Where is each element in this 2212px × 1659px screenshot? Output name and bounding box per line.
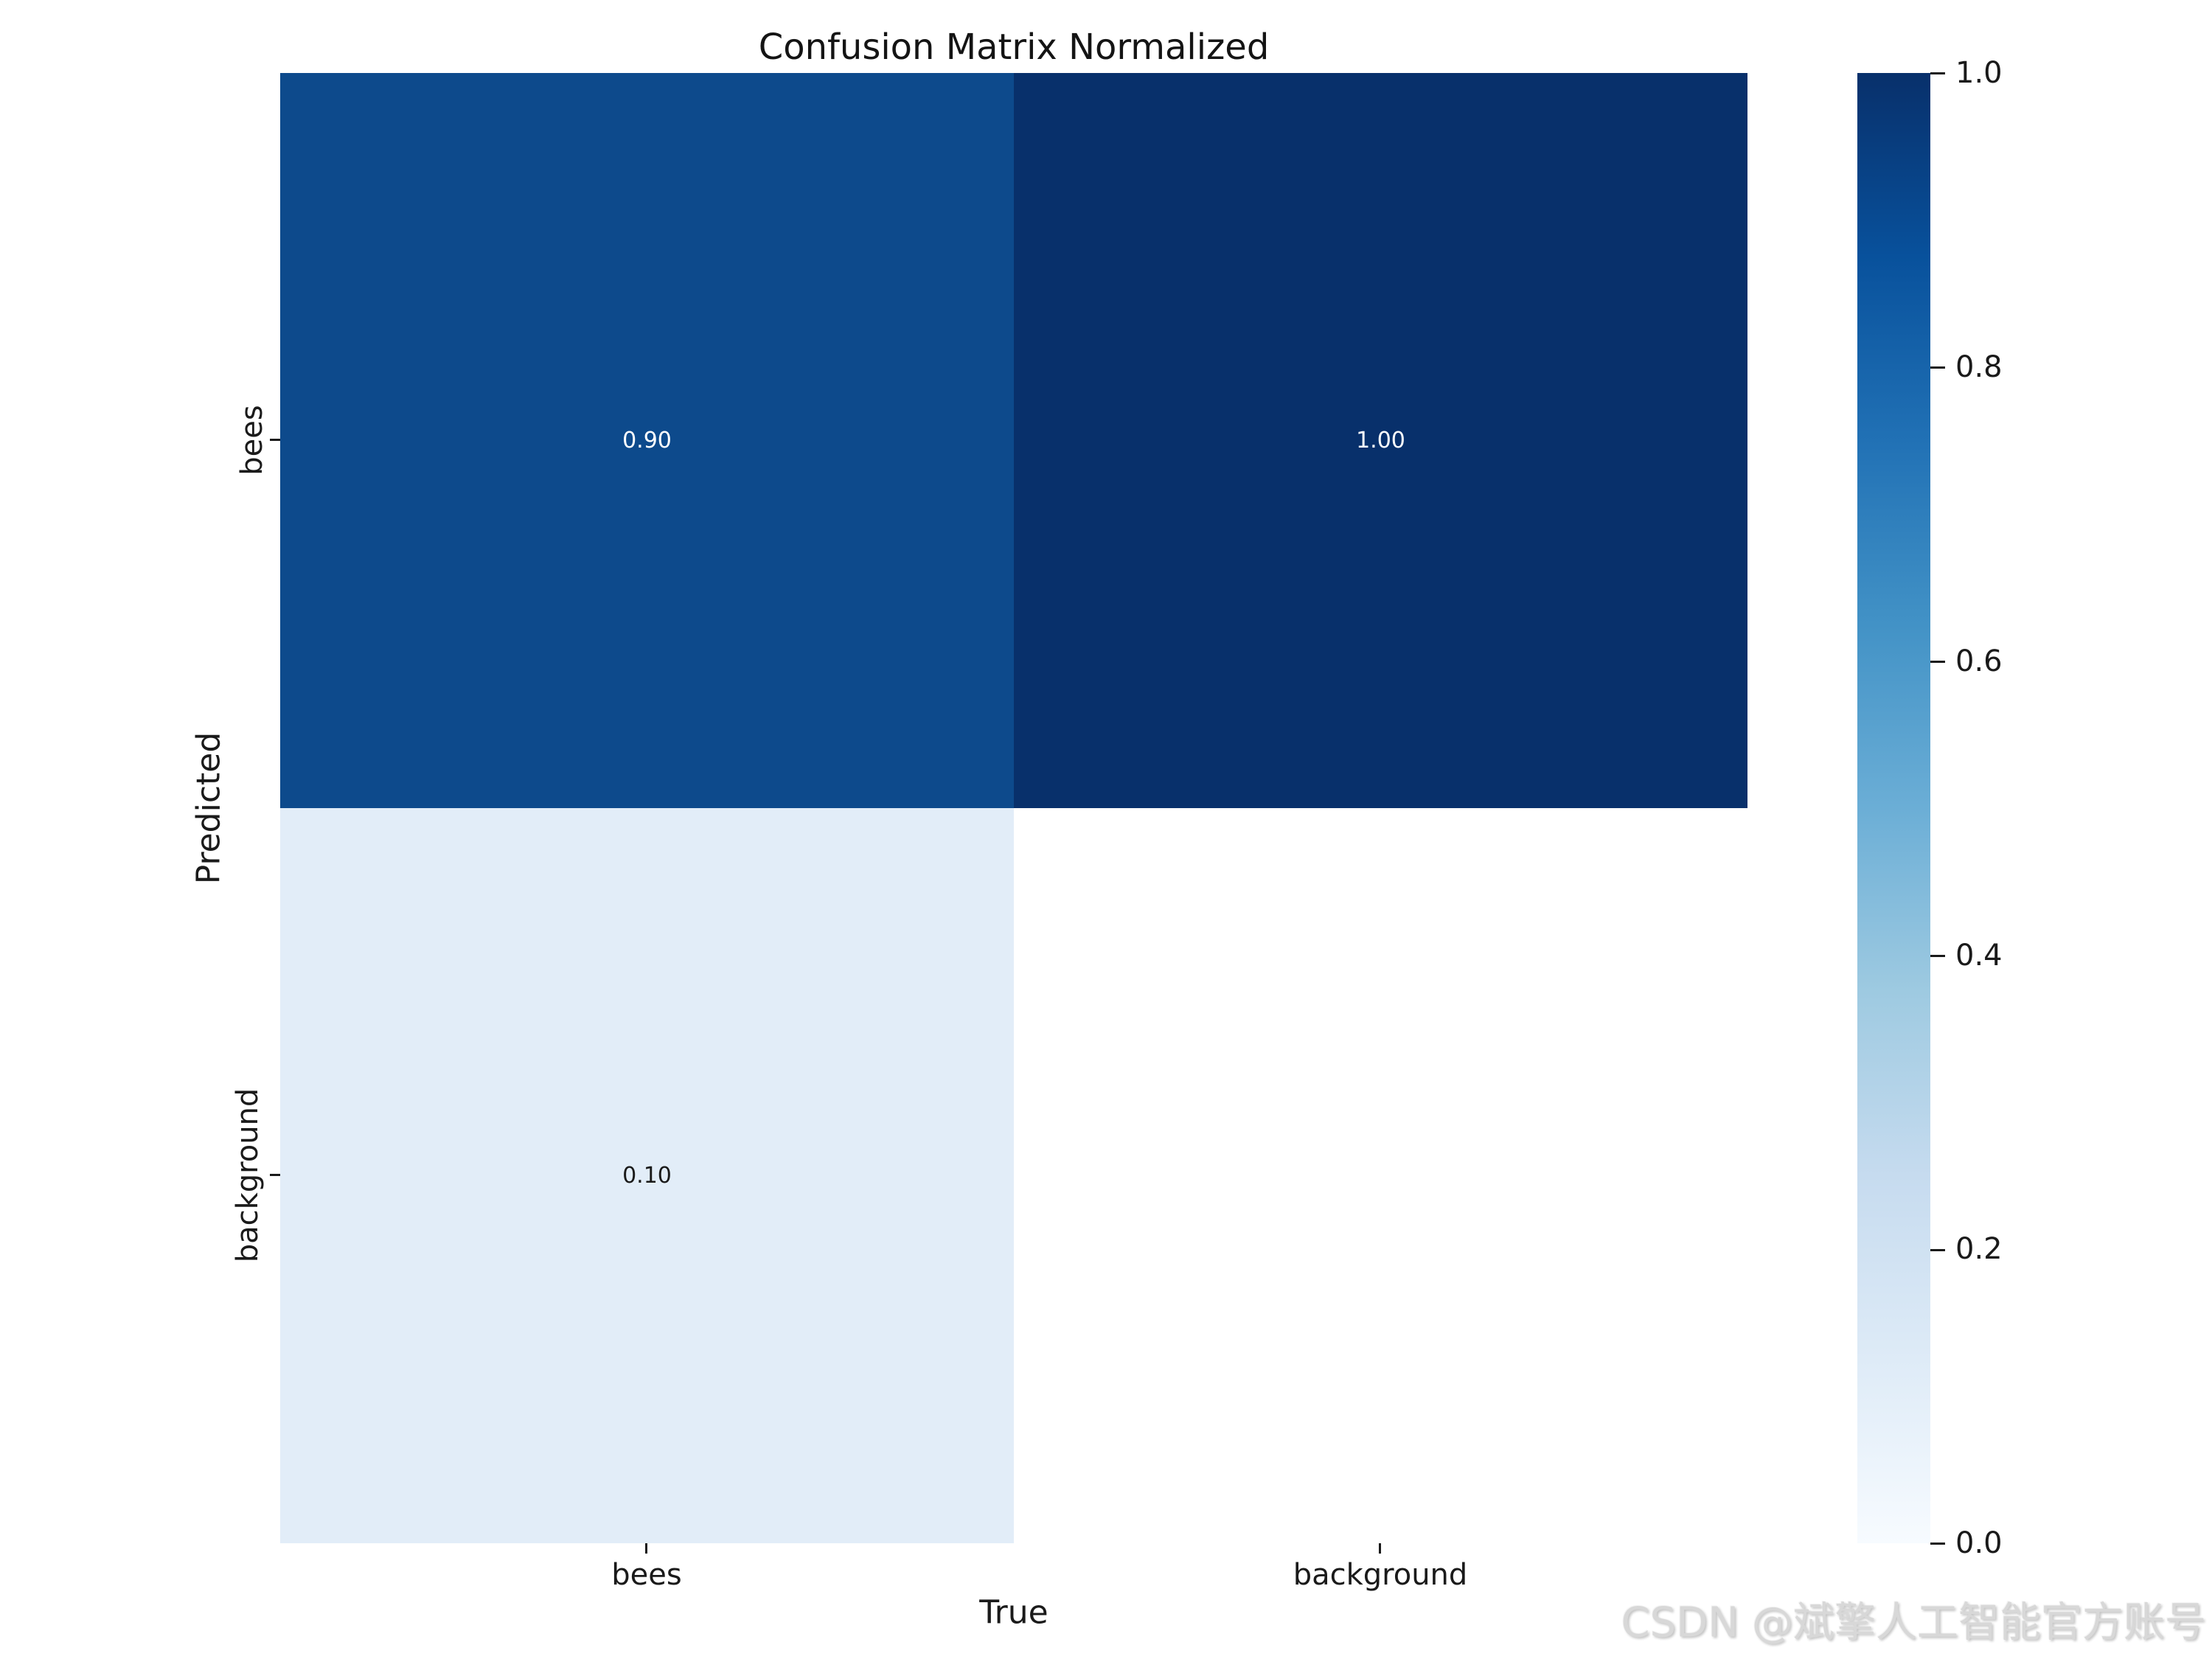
heatmap-cell-background-background xyxy=(1014,808,1747,1543)
colorbar xyxy=(1857,73,1930,1543)
colorbar-tick-mark xyxy=(1930,660,1945,663)
colorbar-tick-mark xyxy=(1930,72,1945,74)
x-tick-mark xyxy=(1379,1543,1381,1554)
heatmap-cell-background-bees: 0.10 xyxy=(280,808,1014,1543)
cell-value-label: 0.90 xyxy=(622,428,672,453)
cell-value-label: 1.00 xyxy=(1356,428,1405,453)
colorbar-tick-mark xyxy=(1930,954,1945,957)
colorbar-tick-mark xyxy=(1930,366,1945,369)
y-tick-mark xyxy=(270,439,280,441)
colorbar-tick-mark xyxy=(1930,1542,1945,1545)
y-tick-mark xyxy=(270,1174,280,1176)
heatmap-cell-bees-background: 1.00 xyxy=(1014,73,1747,808)
x-tick-mark xyxy=(645,1543,647,1554)
heatmap-grid: 0.90 1.00 0.10 xyxy=(280,73,1747,1543)
cell-value-label: 0.10 xyxy=(622,1163,672,1189)
colorbar-tick-mark xyxy=(1930,1248,1945,1251)
chart-title: Confusion Matrix Normalized xyxy=(758,27,1270,68)
heatmap-cell-bees-bees: 0.90 xyxy=(280,73,1014,808)
